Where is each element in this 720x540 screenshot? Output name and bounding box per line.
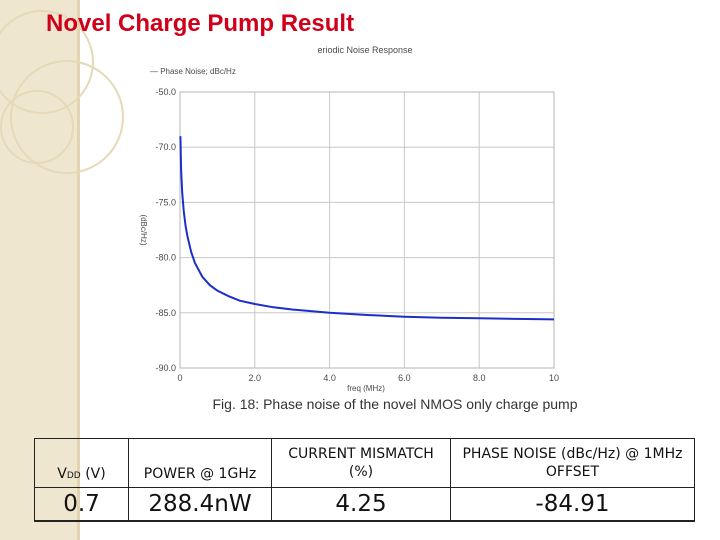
header-vdd-main: V <box>57 465 67 482</box>
x-tick-label: 8.0 <box>473 373 486 383</box>
x-tick-label: 6.0 <box>398 373 411 383</box>
x-tick-label: 10 <box>549 373 559 383</box>
header-mismatch-line2: (%) <box>348 464 374 480</box>
y-axis-label: (dBc/Hz) <box>139 214 148 245</box>
table-row: 0.7 288.4nW 4.25 -84.91 <box>34 487 695 522</box>
y-tick-label: -90.0 <box>155 363 176 373</box>
y-tick-label: -85.0 <box>155 308 176 318</box>
y-axis-ticks: -50.0 -70.0 -75.0 -80.0 -85.0 -90.0 <box>155 87 176 373</box>
y-tick-label: -75.0 <box>155 197 176 207</box>
header-vdd-unit: (V) <box>80 465 106 482</box>
phase-noise-series-line <box>179 136 555 321</box>
value-power: 288.4nW <box>128 487 272 522</box>
header-mismatch: CURRENT MISMATCH (%) <box>271 438 451 488</box>
header-mismatch-line1: CURRENT MISMATCH <box>288 445 434 462</box>
chart-legend: — Phase Noise; dBc/Hz <box>150 67 236 76</box>
x-tick-label: 0 <box>177 373 182 383</box>
results-table: VDD (V) POWER @ 1GHz CURRENT MISMATCH (%… <box>34 438 695 522</box>
header-power: POWER @ 1GHz <box>128 438 272 488</box>
x-axis-ticks: 0 2.0 4.0 6.0 8.0 10 <box>177 373 559 383</box>
y-tick-label: -70.0 <box>155 142 176 152</box>
x-tick-label: 2.0 <box>249 373 262 383</box>
phase-noise-chart: eriodic Noise Response — Phase Noise; dB… <box>139 45 559 393</box>
header-noise-line2: OFFSET <box>545 464 600 480</box>
grid-lines <box>179 91 555 369</box>
header-phase-noise: PHASE NOISE (dBc/Hz) @ 1MHz OFFSET <box>450 438 695 488</box>
value-phase-noise: -84.91 <box>450 487 695 522</box>
header-vdd: VDD (V) <box>34 438 129 488</box>
header-vdd-subscript: DD <box>66 470 81 481</box>
decorative-circle-3 <box>0 90 74 164</box>
figure-caption: Fig. 18: Phase noise of the novel NMOS o… <box>212 396 578 412</box>
value-mismatch: 4.25 <box>271 487 451 522</box>
table-header-row: VDD (V) POWER @ 1GHz CURRENT MISMATCH (%… <box>34 438 695 488</box>
x-axis-label: freq (MHz) <box>347 384 385 393</box>
slide-title: Novel Charge Pump Result <box>46 10 355 37</box>
plot-frame <box>179 91 555 369</box>
x-tick-label: 4.0 <box>323 373 336 383</box>
header-noise-line1: PHASE NOISE (dBc/Hz) @ 1MHz <box>462 445 683 462</box>
y-tick-label: -50.0 <box>155 87 176 97</box>
value-vdd: 0.7 <box>34 487 129 522</box>
plot-area <box>179 91 555 369</box>
chart-title: eriodic Noise Response <box>317 45 412 55</box>
y-tick-label: -80.0 <box>155 253 176 263</box>
header-power-label: POWER @ 1GHz <box>143 465 257 482</box>
